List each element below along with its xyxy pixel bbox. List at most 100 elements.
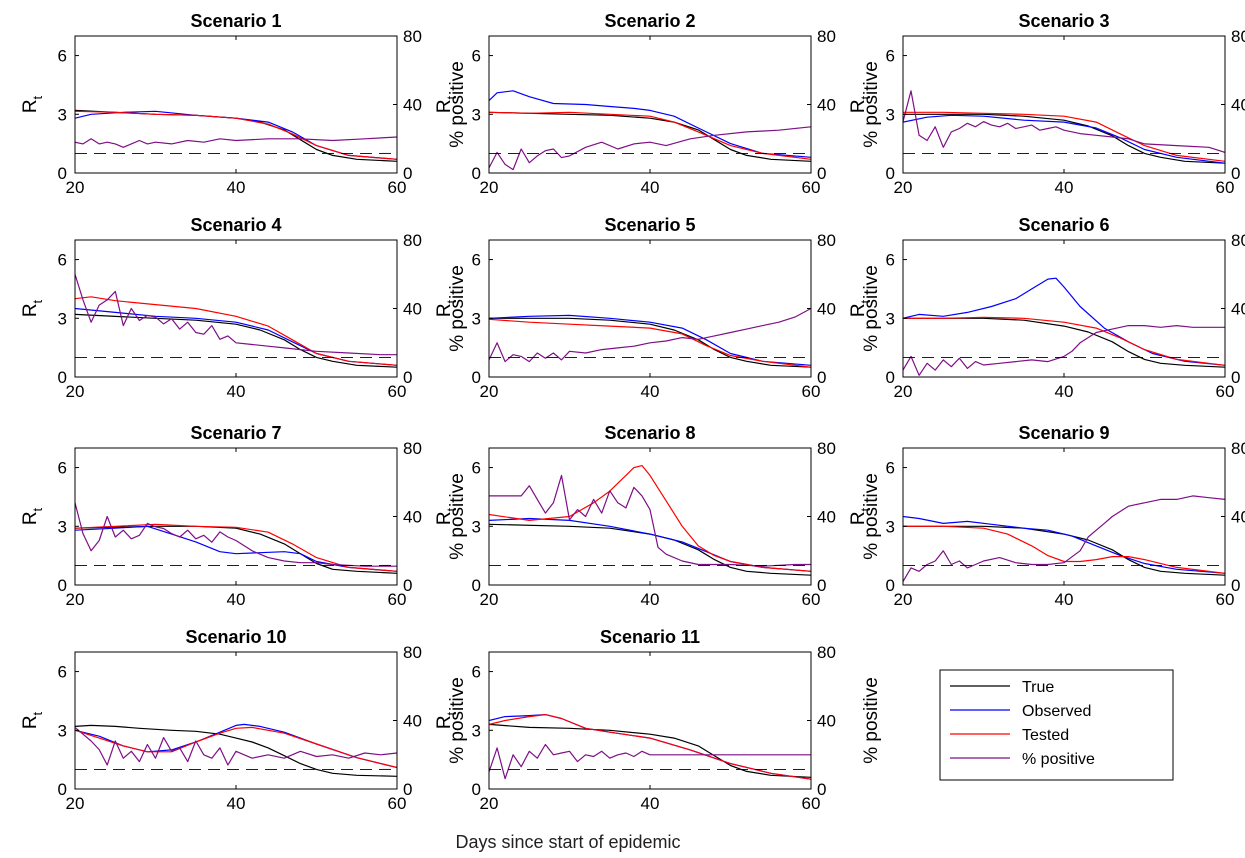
axes-box (488, 35, 812, 174)
axes-box (488, 239, 812, 378)
series-true-line (903, 113, 1225, 164)
legend: True Observed Tested % positive (939, 669, 1174, 781)
x-tick-label: 20 (480, 382, 499, 401)
y2-axis-label: % positive (861, 61, 882, 148)
y-tick-label: 3 (472, 721, 481, 740)
series-pct-positive-line (75, 274, 397, 356)
y-tick-label: 0 (58, 164, 67, 183)
y-tick-label: 6 (472, 459, 481, 478)
y2-tick-label: 0 (817, 780, 826, 799)
y-axis-label: Rt (848, 299, 873, 317)
panel-scenario-3: Scenario 320406003604080Rt% positive (848, 11, 1245, 197)
y2-tick-label: 0 (403, 576, 412, 595)
y-tick-label: 3 (472, 309, 481, 328)
x-tick-label: 60 (1216, 178, 1235, 197)
x-tick-label: 40 (1055, 178, 1074, 197)
x-tick-label: 20 (894, 178, 913, 197)
y-axis-label: Rt (434, 95, 459, 113)
y2-tick-label: 40 (817, 300, 836, 319)
y-tick-label: 0 (886, 164, 895, 183)
y2-axis-label: % positive (447, 677, 468, 764)
y-tick-label: 6 (472, 663, 481, 682)
y-tick-label: 6 (886, 47, 895, 66)
legend-label: Tested (1022, 727, 1069, 744)
series-pct-positive-line (75, 136, 397, 148)
series-tested-line (75, 726, 397, 769)
axes-box (488, 651, 812, 790)
x-tick-label: 60 (802, 794, 821, 813)
series-pct-positive-line (489, 126, 811, 171)
y2-tick-label: 80 (1231, 231, 1245, 250)
x-tick-label: 20 (894, 590, 913, 609)
y2-tick-label: 0 (1231, 368, 1240, 387)
y2-tick-label: 80 (1231, 439, 1245, 458)
y-tick-label: 3 (886, 517, 895, 536)
axes-box (488, 447, 812, 586)
panel-title: Scenario 4 (190, 215, 281, 235)
y2-axis-label: % positive (447, 265, 468, 352)
panel-scenario-9: Scenario 920406003604080Rt% positive (848, 423, 1245, 609)
axes-box (902, 35, 1226, 174)
x-tick-label: 60 (802, 178, 821, 197)
series-observed-line (489, 517, 811, 572)
y-tick-label: 0 (58, 368, 67, 387)
y2-tick-label: 80 (1231, 27, 1245, 46)
y-axis-label: Rt (434, 711, 459, 729)
y-tick-label: 6 (472, 251, 481, 270)
y-axis-label: Rt (848, 95, 873, 113)
axes-box (74, 447, 398, 586)
x-axis-label: Days since start of epidemic (455, 832, 680, 852)
y2-tick-label: 40 (1231, 508, 1245, 527)
series-tested-line (75, 296, 397, 366)
y2-tick-label: 40 (817, 508, 836, 527)
x-tick-label: 60 (388, 382, 407, 401)
y-axis-label: Rt (20, 711, 45, 729)
series-observed-line (75, 525, 397, 572)
y-tick-label: 6 (886, 251, 895, 270)
y2-tick-label: 0 (817, 164, 826, 183)
series-observed-line (489, 90, 811, 158)
y2-axis-label: % positive (861, 677, 882, 764)
series-pct-positive-line (489, 474, 811, 567)
y2-tick-label: 80 (403, 643, 422, 662)
y-tick-label: 6 (58, 251, 67, 270)
series-pct-positive-line (489, 743, 811, 780)
y2-tick-label: 0 (817, 576, 826, 595)
y-axis-label: Rt (848, 507, 873, 525)
x-tick-label: 40 (641, 794, 660, 813)
y2-tick-label: 80 (817, 643, 836, 662)
axes-box (74, 239, 398, 378)
series-true-line (903, 525, 1225, 576)
y2-tick-label: 0 (403, 780, 412, 799)
x-tick-label: 60 (388, 794, 407, 813)
y2-axis-label: % positive (861, 473, 882, 560)
y-tick-label: 0 (58, 780, 67, 799)
y-axis-label: Rt (20, 299, 45, 317)
legend-label: % positive (1022, 751, 1095, 768)
x-tick-label: 20 (480, 178, 499, 197)
legend-label: True (1022, 679, 1054, 696)
y-tick-label: 0 (886, 576, 895, 595)
y2-axis-label: % positive (861, 265, 882, 352)
x-tick-label: 60 (1216, 590, 1235, 609)
x-tick-label: 20 (66, 794, 85, 813)
series-true-line (489, 111, 811, 162)
legend-entry-tested: Tested (950, 727, 1069, 744)
x-tick-label: 20 (66, 382, 85, 401)
y2-tick-label: 40 (403, 300, 422, 319)
series-true-line (903, 317, 1225, 368)
axes-box (74, 35, 398, 174)
y-tick-label: 0 (472, 576, 481, 595)
series-true-line (489, 523, 811, 576)
x-tick-label: 60 (1216, 382, 1235, 401)
y-axis-label: Rt (20, 95, 45, 113)
y2-tick-label: 40 (817, 712, 836, 731)
y2-tick-label: 0 (403, 164, 412, 183)
series-observed-line (903, 114, 1225, 164)
series-pct-positive-line (75, 502, 397, 567)
panel-title: Scenario 2 (604, 11, 695, 31)
